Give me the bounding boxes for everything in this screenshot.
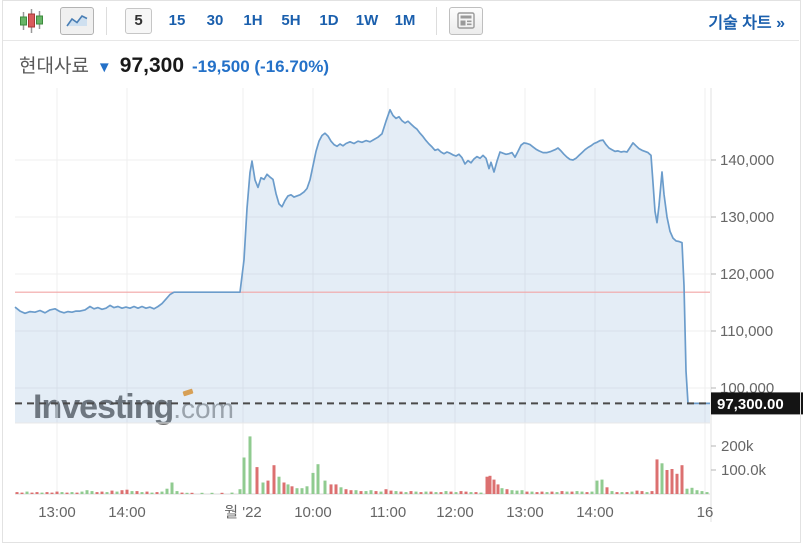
grid-horizontal — [15, 159, 710, 389]
svg-text:100.0k: 100.0k — [721, 462, 767, 479]
x-axis-labels: 13:00 14:00 월 '22 10:00 11:00 12:00 13:00 14:00… — [38, 504, 713, 521]
svg-text:16: 16 — [697, 504, 714, 521]
news-icon — [457, 12, 475, 29]
svg-text:110,000: 110,000 — [720, 323, 773, 340]
svg-text:11:00: 11:00 — [370, 504, 406, 521]
candlestick-view-button[interactable] — [19, 7, 44, 35]
interval-1d-button[interactable]: 1D — [310, 12, 348, 29]
svg-text:200k: 200k — [721, 438, 754, 455]
grid-vertical — [56, 88, 706, 494]
interval-30-button[interactable]: 30 — [196, 12, 234, 29]
svg-text:13:00: 13:00 — [506, 504, 544, 521]
interval-5-button[interactable]: 5 — [125, 7, 152, 34]
interval-1h-button[interactable]: 1H — [234, 12, 272, 29]
svg-text:140,000: 140,000 — [720, 152, 774, 169]
price-line — [14, 108, 710, 405]
price-area-fill — [15, 109, 710, 424]
area-chart-icon — [66, 14, 88, 27]
svg-text:120,000: 120,000 — [720, 266, 774, 283]
svg-text:12:00: 12:00 — [436, 504, 474, 521]
svg-text:월 '22: 월 '22 — [224, 504, 262, 521]
interval-5h-button[interactable]: 5H — [272, 12, 310, 29]
chart-toolbar: 5 15 30 1H 5H 1D 1W 1M 기술 차트 » — [3, 1, 799, 41]
svg-text:14:00: 14:00 — [576, 504, 614, 521]
stock-name: 현대사료 — [19, 56, 89, 77]
quote-header: 현대사료 ▼ 97,300 -19,500 (-16.70%) — [19, 51, 329, 78]
svg-text:130,000: 130,000 — [720, 209, 774, 226]
price-change: -19,500 (-16.70%) — [192, 57, 330, 76]
technical-chart-link[interactable]: 기술 차트 » — [708, 14, 785, 32]
volume-bars — [15, 436, 709, 494]
price-down-arrow-icon: ▼ — [96, 59, 112, 76]
svg-text:14:00: 14:00 — [108, 504, 146, 521]
candlestick-chart-icon — [20, 8, 43, 33]
interval-1m-button[interactable]: 1M — [386, 12, 424, 29]
current-price-tag: 97,300.00 — [711, 392, 803, 415]
chart-plot-area[interactable] — [15, 88, 710, 494]
toolbar-divider — [106, 6, 107, 35]
area-view-button[interactable] — [60, 6, 94, 35]
last-price: 97,300 — [119, 54, 185, 77]
svg-text:10:00: 10:00 — [294, 504, 332, 521]
news-view-button[interactable] — [449, 6, 483, 35]
interval-1w-button[interactable]: 1W — [348, 12, 386, 29]
svg-text:13:00: 13:00 — [38, 504, 76, 521]
watermark-suffix: .com — [173, 393, 234, 424]
svg-text:97,300.00: 97,300.00 — [717, 396, 784, 413]
interval-15-button[interactable]: 15 — [158, 12, 196, 29]
volume-axis-labels: 200k 100.0k — [711, 438, 767, 479]
toolbar-divider — [436, 6, 437, 35]
